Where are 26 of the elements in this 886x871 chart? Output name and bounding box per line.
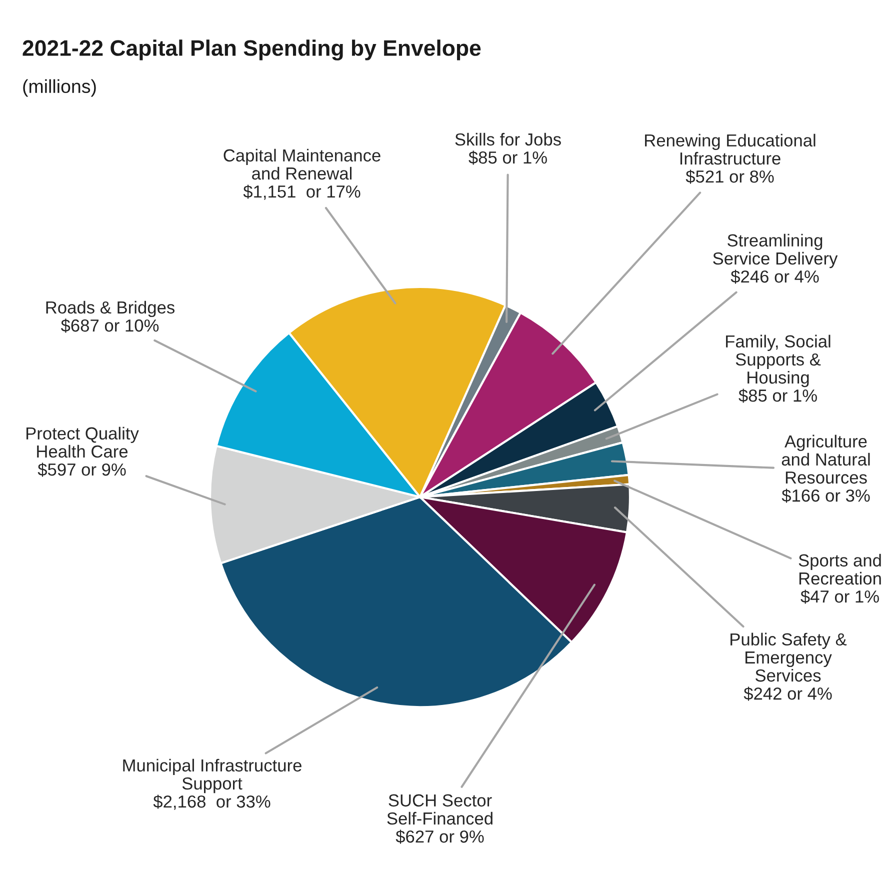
- data-label: $166 or 3%: [782, 488, 870, 503]
- data-label: $246 or 4%: [730, 270, 819, 284]
- data-label: $627 or 9%: [396, 830, 484, 844]
- slice-label: Protect Quality Health Care: [26, 426, 139, 458]
- data-label: $47 or 1%: [800, 590, 879, 604]
- slice-label: Sports and Recreation: [798, 554, 881, 585]
- data-label: $85 or 1%: [738, 388, 817, 403]
- slice-label: Municipal Infrastructure Support: [123, 758, 302, 794]
- data-label: $1,151 or 17%: [243, 184, 360, 200]
- slice-label: Renewing Educational Infrastructure: [645, 134, 816, 165]
- data-label: $242 or 4%: [744, 686, 832, 701]
- chart-subtitle: (millions): [23, 79, 96, 97]
- slice-label: SUCH Sector Self-Financed: [387, 794, 492, 825]
- slice-label: Capital Maintenance and Renewal: [224, 148, 380, 180]
- slice-label: Streamlining Service Delivery: [713, 234, 838, 268]
- slice-label: Agriculture and Natural Resources: [782, 434, 870, 484]
- slice-label: Public Safety & Emergency Services: [730, 632, 847, 682]
- chart-title: 2021-22 Capital Plan Spending by Envelope: [22, 40, 481, 60]
- data-label: $521 or 8%: [686, 170, 774, 184]
- data-label: $687 or 10%: [60, 318, 159, 333]
- data-label: $597 or 9%: [38, 462, 126, 477]
- slice-label: Skills for Jobs: [455, 132, 561, 146]
- slice-label: Roads & Bridges: [46, 300, 175, 318]
- data-label: $2,168 or 33%: [153, 794, 270, 810]
- slice-label: Family, Social Supports & Housing: [726, 334, 830, 388]
- data-label: $85 or 1%: [468, 150, 547, 165]
